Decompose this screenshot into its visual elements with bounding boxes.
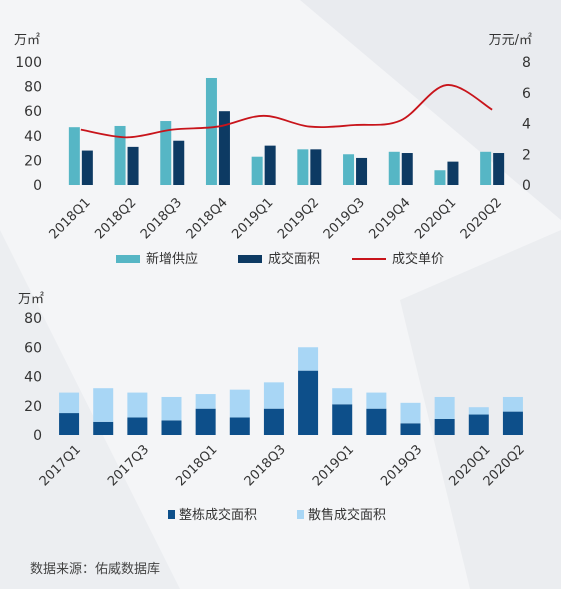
legend-label-price: 成交单价	[392, 251, 444, 267]
x-tick-label: 2019Q4	[366, 195, 413, 242]
x-tick-label: 2019Q3	[321, 195, 368, 242]
x-tick-label: 2019Q1	[310, 442, 357, 489]
y-tick-left: 40	[24, 129, 42, 145]
bar-strata	[93, 388, 114, 422]
y-axis-left-unit: 万㎡	[14, 33, 40, 48]
x-tick-label: 2019Q3	[378, 442, 425, 489]
bar-strata	[127, 392, 148, 418]
y-tick-right: 0	[522, 178, 531, 194]
legend-label-transaction: 成交面积	[268, 251, 320, 267]
y-tick: 40	[24, 370, 42, 386]
legend-swatch-transaction	[238, 255, 262, 263]
legend-label-whole: 整栋成交面积	[179, 507, 257, 523]
bar-strata	[468, 407, 489, 415]
y-tick: 80	[24, 311, 42, 327]
x-tick-label: 2020Q1	[412, 195, 459, 242]
bar-supply	[114, 125, 126, 185]
bar-whole	[127, 417, 148, 435]
x-tick-label: 2018Q1	[173, 442, 220, 489]
legend-label-supply: 新增供应	[146, 251, 198, 267]
y-tick-left: 100	[15, 55, 42, 71]
bar-strata	[59, 392, 80, 414]
bar-supply	[480, 151, 492, 185]
bar-whole	[59, 413, 80, 435]
bar-strata	[366, 392, 387, 409]
bar-supply	[343, 154, 355, 185]
bar-whole	[366, 408, 387, 435]
chart-stacked-transaction: 万㎡ 0 20 40 60 80 2017Q1 2017Q3 2018Q1 2018Q3 2019Q…	[18, 292, 528, 523]
chart-supply-transaction-price: 万㎡ 万元/㎡020406080100024682018Q12018Q22018Q…	[14, 33, 532, 267]
bar-strata	[195, 394, 216, 409]
y-tick-left: 0	[33, 178, 42, 194]
y-tick-right: 8	[522, 55, 531, 71]
bar-strata	[229, 389, 250, 418]
bar-transaction	[264, 145, 276, 185]
source-note: 数据来源：佑威数据库	[30, 562, 161, 577]
bar-supply	[251, 156, 263, 185]
bar-supply	[68, 127, 80, 185]
bar-whole	[298, 370, 319, 435]
bar-whole	[468, 414, 489, 435]
y-tick-left: 80	[24, 80, 42, 96]
y-tick: 20	[24, 399, 42, 415]
x-tick-label: 2019Q1	[229, 195, 276, 242]
bar-transaction	[173, 140, 185, 185]
x-tick-label: 2018Q4	[184, 195, 231, 242]
bar-whole	[502, 411, 523, 435]
x-tick-label: 2019Q2	[275, 195, 322, 242]
bar-supply	[434, 170, 446, 185]
y-tick-left: 20	[24, 153, 42, 169]
y-axis-unit: 万㎡	[18, 292, 44, 307]
bar-whole	[400, 423, 421, 435]
y-tick-right: 2	[522, 147, 531, 163]
x-tick-label: 2020Q2	[458, 195, 505, 242]
bar-strata	[400, 402, 421, 424]
x-tick-label: 2018Q3	[138, 195, 185, 242]
legend-swatch-supply	[116, 255, 140, 263]
bar-strata	[332, 388, 353, 405]
y-axis-right-unit: 万元/㎡	[489, 33, 532, 48]
bar-whole	[263, 408, 284, 435]
bar-whole	[195, 408, 216, 435]
line-price	[80, 84, 493, 139]
bar-supply	[205, 77, 217, 185]
bar-strata	[298, 347, 319, 371]
bar-strata	[263, 382, 284, 409]
bar-strata	[502, 396, 523, 412]
bar-strata	[161, 396, 182, 421]
x-tick-label: 2018Q2	[92, 195, 139, 242]
legend-label-strata: 散售成交面积	[308, 507, 386, 523]
x-tick-label: 2018Q1	[47, 195, 94, 242]
bar-strata	[434, 396, 455, 419]
bar-transaction	[447, 161, 459, 185]
bar-transaction	[310, 149, 322, 185]
bar-transaction	[493, 153, 505, 185]
x-tick-label: 2018Q3	[242, 442, 289, 489]
legend-swatch-strata	[297, 510, 304, 519]
bar-whole	[93, 421, 114, 435]
bar-whole	[229, 417, 250, 435]
x-tick-label: 2017Q1	[37, 442, 84, 489]
bar-supply	[160, 121, 172, 185]
bar-transaction	[401, 153, 413, 185]
x-tick-label: 2017Q3	[105, 442, 152, 489]
bar-transaction	[127, 146, 139, 185]
bar-transaction	[356, 157, 368, 185]
bar-whole	[434, 418, 455, 435]
bar-transaction	[218, 111, 230, 185]
bar-supply	[388, 151, 400, 185]
y-tick: 60	[24, 340, 42, 356]
bar-supply	[297, 149, 309, 185]
y-tick-right: 6	[522, 86, 531, 102]
bar-whole	[332, 404, 353, 435]
y-tick: 0	[33, 428, 42, 444]
y-tick-right: 4	[522, 117, 531, 133]
legend-swatch-whole	[168, 510, 175, 519]
bar-transaction	[81, 150, 93, 185]
bar-whole	[161, 420, 182, 435]
y-tick-left: 60	[24, 104, 42, 120]
